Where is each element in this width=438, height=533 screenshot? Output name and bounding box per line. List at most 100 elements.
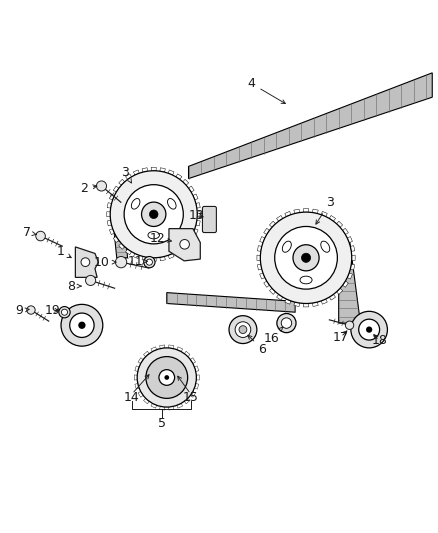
Polygon shape — [113, 186, 119, 192]
Polygon shape — [350, 264, 355, 270]
Circle shape — [61, 309, 67, 315]
Circle shape — [229, 316, 257, 344]
Polygon shape — [169, 229, 200, 261]
Circle shape — [78, 321, 85, 329]
Ellipse shape — [167, 198, 176, 209]
Circle shape — [61, 304, 103, 346]
Polygon shape — [113, 214, 127, 258]
Polygon shape — [196, 375, 199, 380]
Polygon shape — [269, 288, 276, 294]
Circle shape — [116, 256, 127, 268]
Circle shape — [149, 210, 158, 219]
Polygon shape — [168, 254, 174, 259]
Polygon shape — [135, 366, 139, 372]
Polygon shape — [126, 174, 131, 180]
Polygon shape — [339, 240, 360, 323]
Polygon shape — [336, 221, 343, 227]
Circle shape — [260, 212, 352, 303]
Text: 3: 3 — [121, 166, 131, 183]
Polygon shape — [276, 294, 283, 300]
Text: 13: 13 — [188, 208, 204, 222]
Polygon shape — [347, 273, 353, 279]
Text: 19: 19 — [45, 303, 60, 317]
Polygon shape — [144, 398, 149, 404]
Polygon shape — [188, 237, 194, 243]
Polygon shape — [269, 221, 276, 227]
Polygon shape — [194, 366, 199, 372]
Polygon shape — [142, 256, 148, 261]
Polygon shape — [110, 194, 114, 200]
Polygon shape — [142, 168, 148, 172]
Polygon shape — [169, 345, 174, 349]
Polygon shape — [151, 403, 157, 408]
Polygon shape — [352, 255, 355, 261]
Polygon shape — [258, 246, 262, 252]
Polygon shape — [313, 209, 318, 214]
Circle shape — [366, 327, 372, 333]
Circle shape — [293, 245, 319, 271]
Polygon shape — [197, 212, 201, 217]
Text: 5: 5 — [158, 417, 166, 430]
Polygon shape — [183, 244, 189, 249]
Polygon shape — [160, 256, 166, 261]
Polygon shape — [313, 302, 318, 306]
Polygon shape — [135, 384, 139, 389]
Circle shape — [275, 227, 337, 289]
Circle shape — [351, 311, 388, 348]
Polygon shape — [110, 229, 114, 235]
Polygon shape — [138, 358, 143, 364]
Polygon shape — [144, 351, 149, 357]
Polygon shape — [126, 249, 131, 255]
Polygon shape — [151, 167, 156, 171]
Polygon shape — [260, 237, 265, 243]
Circle shape — [277, 313, 296, 333]
Circle shape — [346, 321, 354, 329]
Polygon shape — [336, 288, 343, 294]
Text: 3: 3 — [316, 196, 334, 224]
Text: 11: 11 — [127, 255, 148, 268]
Circle shape — [235, 322, 251, 337]
Polygon shape — [107, 221, 112, 226]
Polygon shape — [160, 168, 166, 172]
Polygon shape — [304, 303, 309, 307]
Circle shape — [59, 306, 70, 318]
Polygon shape — [304, 209, 309, 212]
Polygon shape — [193, 194, 198, 200]
Polygon shape — [191, 391, 195, 397]
Circle shape — [164, 375, 169, 380]
Polygon shape — [107, 203, 112, 208]
Polygon shape — [321, 212, 327, 216]
Polygon shape — [343, 228, 348, 235]
Polygon shape — [134, 170, 139, 175]
Text: 10: 10 — [94, 256, 116, 269]
Polygon shape — [119, 179, 125, 185]
Polygon shape — [260, 273, 265, 279]
Circle shape — [159, 370, 175, 385]
Text: 14: 14 — [124, 391, 140, 405]
Polygon shape — [329, 215, 336, 221]
Text: 7: 7 — [23, 226, 36, 239]
Polygon shape — [75, 247, 99, 277]
Polygon shape — [194, 384, 199, 389]
Circle shape — [281, 318, 292, 328]
Ellipse shape — [300, 276, 312, 284]
Ellipse shape — [131, 198, 140, 209]
Polygon shape — [188, 186, 194, 192]
Circle shape — [85, 276, 95, 286]
Circle shape — [141, 202, 166, 227]
Polygon shape — [134, 254, 139, 259]
Circle shape — [144, 256, 155, 268]
Polygon shape — [176, 174, 182, 180]
Circle shape — [27, 306, 35, 314]
Circle shape — [36, 231, 46, 241]
Text: 8: 8 — [67, 280, 81, 293]
Polygon shape — [329, 294, 336, 300]
Text: 18: 18 — [371, 334, 387, 347]
Polygon shape — [264, 228, 269, 235]
Polygon shape — [184, 351, 190, 357]
Text: 1: 1 — [56, 245, 71, 258]
Circle shape — [301, 253, 311, 262]
Circle shape — [146, 357, 187, 398]
Circle shape — [96, 181, 106, 191]
Circle shape — [180, 239, 189, 249]
